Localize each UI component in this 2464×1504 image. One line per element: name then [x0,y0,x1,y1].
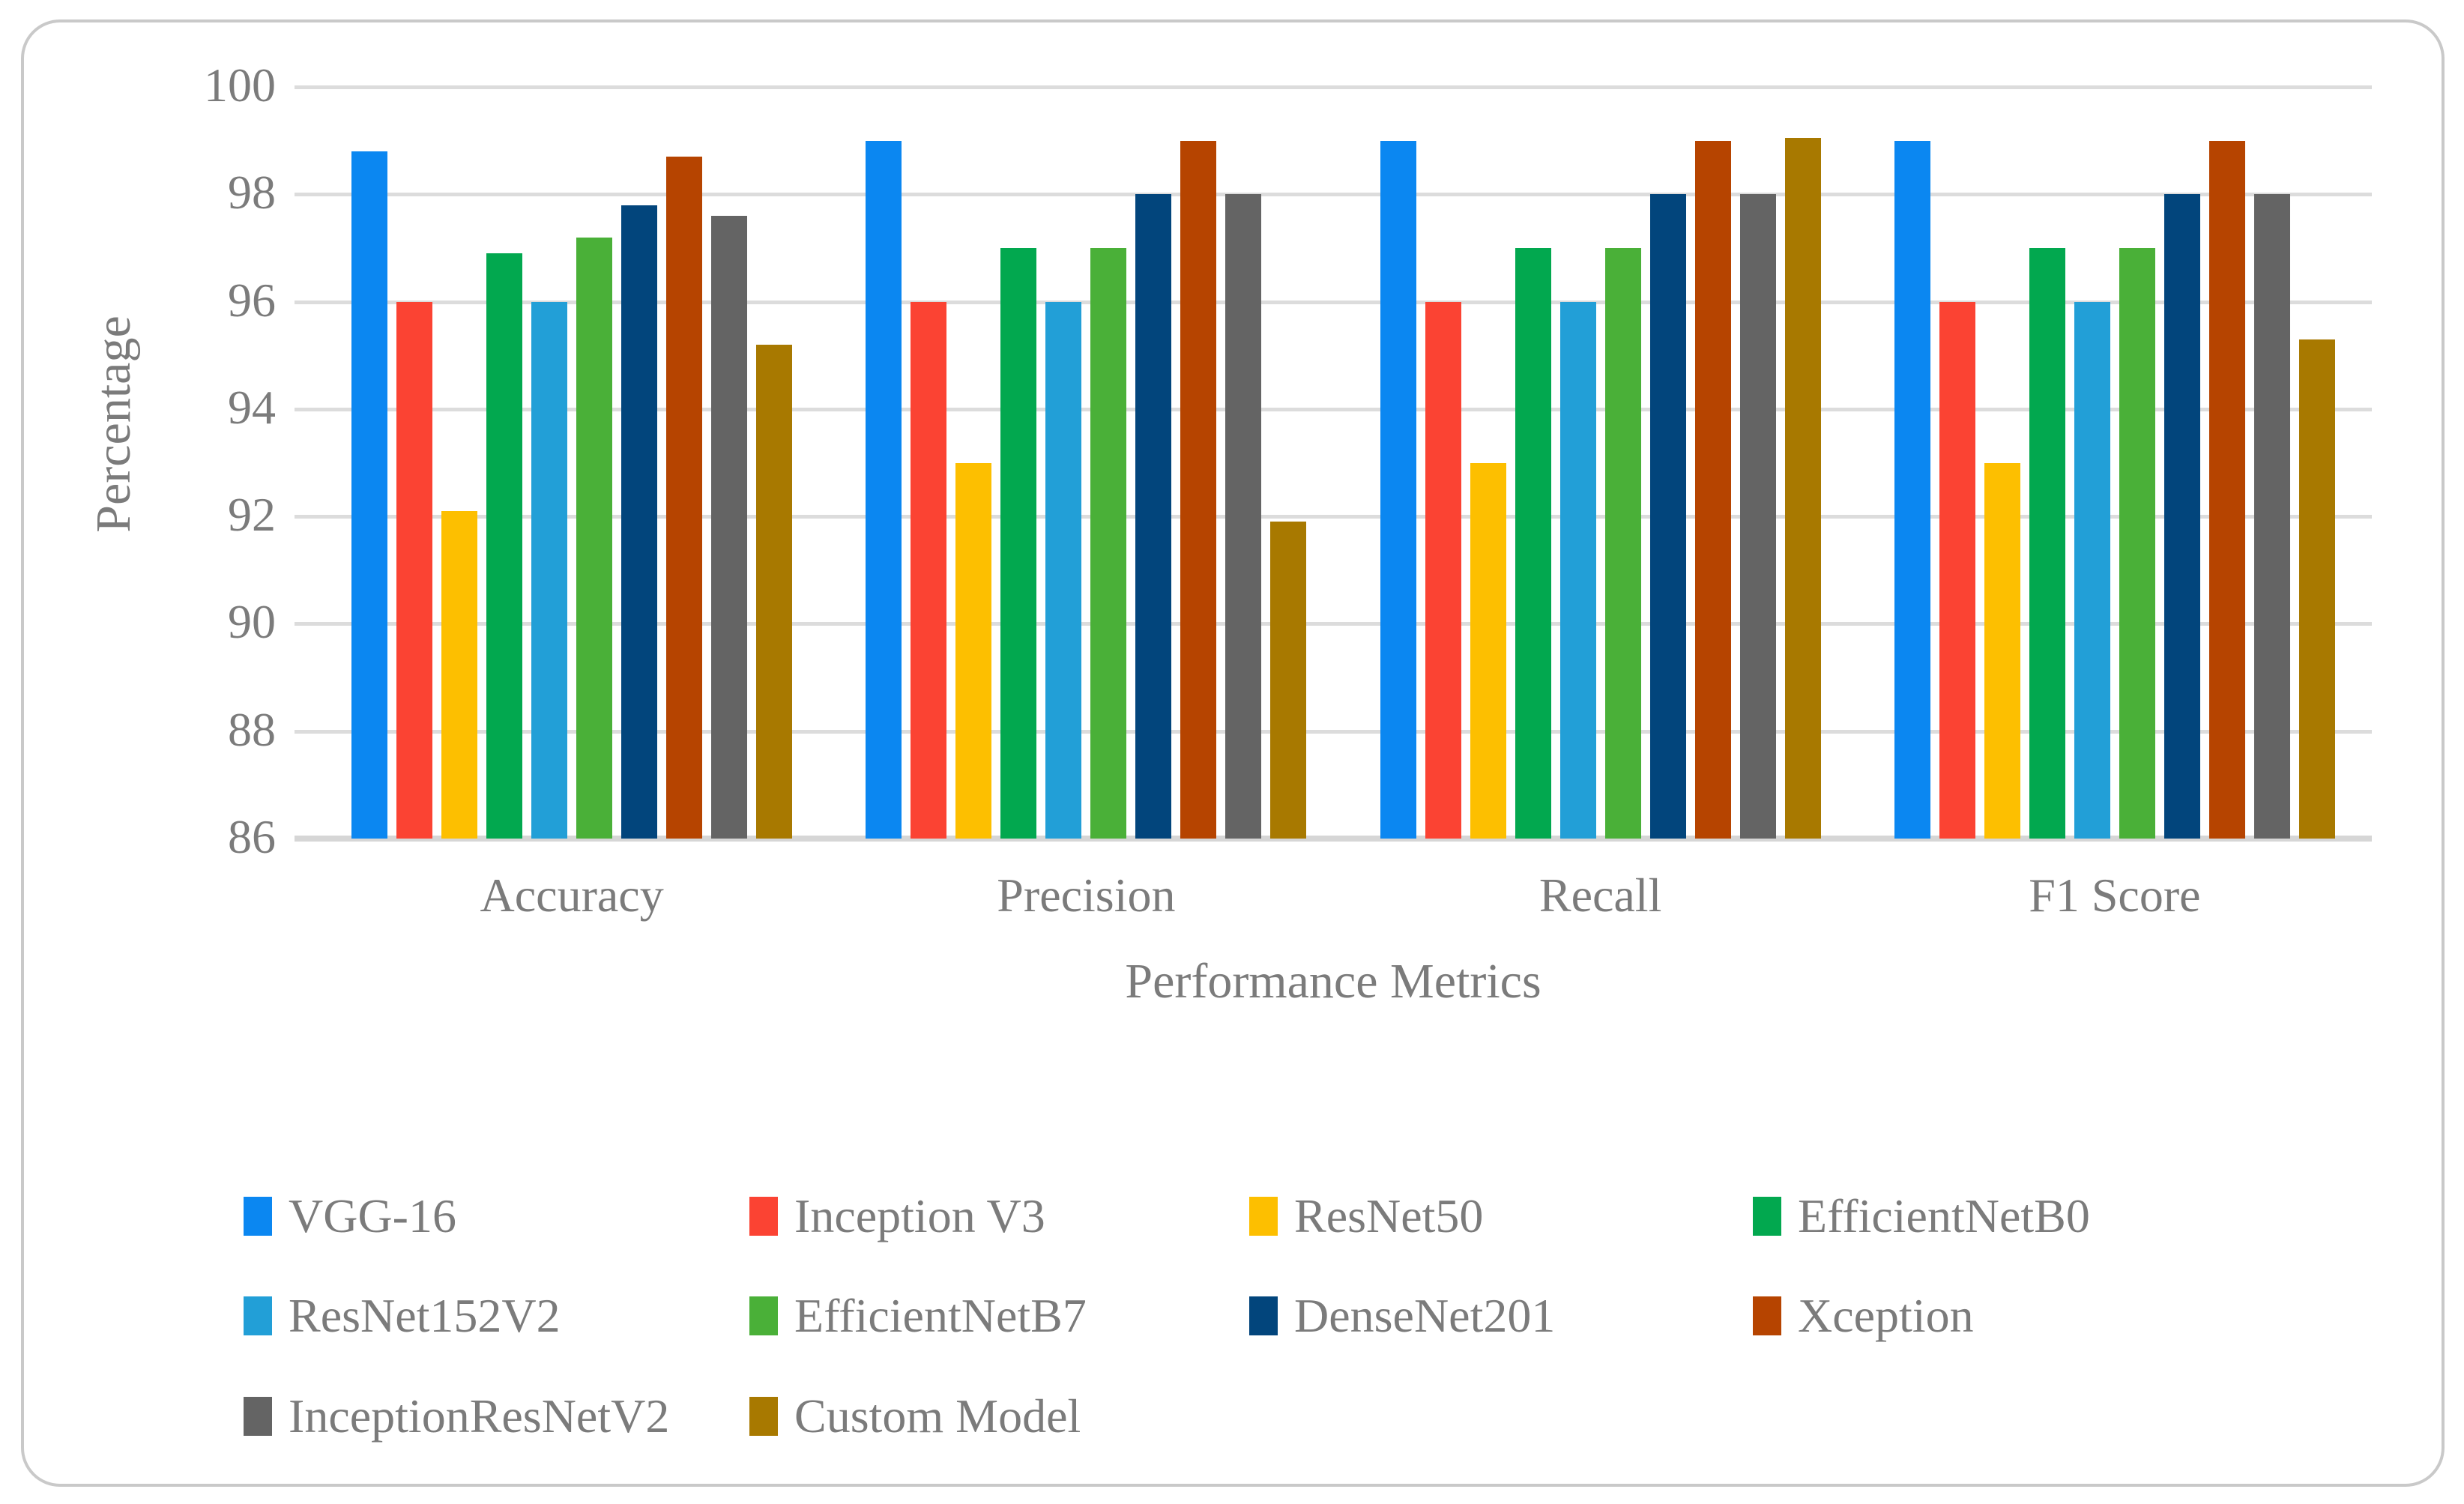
bar-vgg-16-recall [1380,140,1416,839]
legend-label: VGG-16 [289,1189,456,1242]
bar-resnet50-recall [1470,462,1506,839]
bar-efficientnetb7-f1-score [2119,247,2155,839]
legend-label: DenseNet201 [1294,1289,1556,1342]
gridline-92 [295,515,2372,519]
y-tick-label-86: 86 [228,810,276,863]
bar-custom-model-recall [1784,138,1821,839]
legend-label: Inception V3 [794,1189,1045,1242]
bar-xception-f1-score [2208,140,2245,839]
legend-label: ResNet152V2 [289,1289,561,1342]
legend-item-inception-v3: Inception V3 [749,1189,1045,1242]
bar-inceptionresnetv2-f1-score [2253,194,2290,839]
bar-inception-v3-accuracy [396,301,433,839]
x-category-label-precision: Precision [997,869,1176,922]
gridline-98 [295,193,2372,197]
legend-swatch-icon [244,1397,272,1436]
bar-inception-v3-precision [911,301,947,839]
legend-swatch-icon [1249,1197,1278,1236]
x-category-label-accuracy: Accuracy [480,869,664,922]
plot-area [295,85,2372,842]
bar-vgg-16-precision [866,140,902,839]
legend-item-inceptionresnetv2: InceptionResNetV2 [244,1389,669,1443]
bar-densenet201-precision [1135,194,1172,839]
y-tick-label-96: 96 [228,273,276,327]
bar-xception-recall [1694,140,1731,839]
bar-inception-v3-recall [1425,301,1461,839]
y-tick-label-88: 88 [228,702,276,756]
legend-label: EfficientNetB0 [1798,1189,2090,1242]
bar-resnet50-accuracy [441,510,478,839]
gridline-88 [295,729,2372,734]
bar-custom-model-accuracy [756,344,793,839]
x-axis-line [295,836,2372,842]
gridline-96 [295,300,2372,304]
legend-item-custom-model: Custom Model [749,1389,1081,1443]
y-tick-label-98: 98 [228,166,276,220]
bar-vgg-16-accuracy [351,151,388,839]
x-category-label-recall: Recall [1539,869,1662,922]
legend-swatch-icon [244,1296,272,1335]
x-category-label-f1-score: F1 Score [2029,869,2201,922]
bar-resnet152v2-accuracy [531,301,568,839]
gridline-100 [295,85,2372,89]
bar-vgg-16-f1-score [1894,140,1930,839]
bar-densenet201-recall [1649,194,1686,839]
bar-resnet50-f1-score [1984,462,2020,839]
legend-item-xception: Xception [1753,1289,1974,1342]
legend-swatch-icon [1753,1296,1781,1335]
bar-resnet50-precision [955,462,992,839]
bar-efficientnetb7-precision [1090,247,1127,839]
legend-item-vgg-16: VGG-16 [244,1189,456,1242]
legend-swatch-icon [749,1197,778,1236]
bar-densenet201-f1-score [2163,194,2200,839]
bar-resnet152v2-recall [1559,301,1596,839]
legend-item-resnet152v2: ResNet152V2 [244,1289,561,1342]
legend-swatch-icon [1753,1197,1781,1236]
gridline-94 [295,407,2372,411]
legend-item-efficientnetb0: EfficientNetB0 [1753,1189,2090,1242]
y-tick-label-100: 100 [204,58,276,112]
legend-item-efficientnetb7: EfficientNetB7 [749,1289,1087,1342]
legend-label: InceptionResNetV2 [289,1389,670,1443]
y-tick-label-90: 90 [228,595,276,649]
bar-xception-accuracy [666,157,703,839]
bar-custom-model-precision [1270,522,1307,839]
bar-efficientnetb7-recall [1604,247,1641,839]
legend-label: ResNet50 [1294,1189,1484,1242]
bar-xception-precision [1180,140,1217,839]
bar-densenet201-accuracy [621,205,658,839]
bar-resnet152v2-precision [1045,301,1082,839]
bar-inceptionresnetv2-recall [1739,194,1776,839]
legend-label: Xception [1798,1289,1974,1342]
bar-custom-model-f1-score [2298,339,2335,839]
bar-inception-v3-f1-score [1939,301,1975,839]
x-axis-title: Performance Metrics [1125,954,1541,1009]
gridline-90 [295,622,2372,626]
legend-swatch-icon [749,1397,778,1436]
bar-efficientnetb0-precision [1000,247,1037,839]
bar-efficientnetb7-accuracy [576,237,613,839]
bar-resnet152v2-f1-score [2074,301,2110,839]
bar-efficientnetb0-accuracy [486,253,523,839]
y-tick-label-94: 94 [228,380,276,434]
legend-swatch-icon [1249,1296,1278,1335]
y-tick-label-92: 92 [228,488,276,542]
legend-item-resnet50: ResNet50 [1249,1189,1483,1242]
legend-item-densenet201: DenseNet201 [1249,1289,1555,1342]
legend-swatch-icon [244,1197,272,1236]
legend-label: Custom Model [794,1389,1081,1443]
bar-inceptionresnetv2-precision [1225,194,1262,839]
bar-efficientnetb0-recall [1515,247,1551,839]
bar-inceptionresnetv2-accuracy [711,215,748,839]
bar-efficientnetb0-f1-score [2029,247,2065,839]
legend-label: EfficientNetB7 [794,1289,1087,1342]
legend-swatch-icon [749,1296,778,1335]
